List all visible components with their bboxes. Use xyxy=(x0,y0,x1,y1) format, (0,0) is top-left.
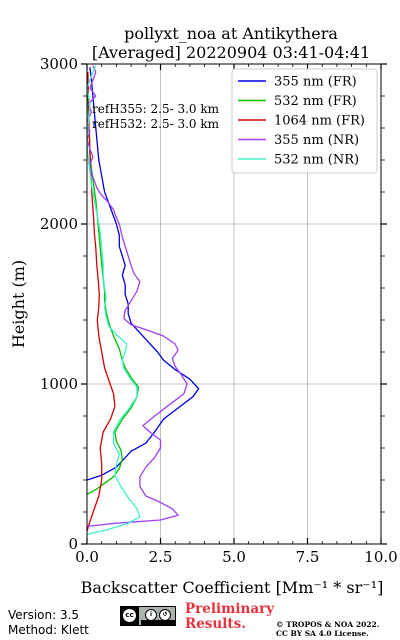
copyright-line1: © TROPOS & NOA 2022. xyxy=(276,620,380,629)
x-axis-label: Backscatter Coefficient [Mm⁻¹ * sr⁻¹] xyxy=(81,578,384,597)
series-line-532-nm-nr xyxy=(86,65,141,536)
x-tick-label: 2.5 xyxy=(149,548,173,566)
axis-ticks: 0.0 2.5 5.0 7.5 10.0 0 1000 2000 3000 xyxy=(40,55,398,566)
chart-title: pollyxt_noa at Antikythera xyxy=(124,24,338,43)
legend-label: 355 nm (FR) xyxy=(274,75,357,90)
series-line-532-nm-fr xyxy=(86,71,140,495)
legend: 355 nm (FR) 532 nm (FR) 1064 nm (FR) 355 nm… xyxy=(231,68,378,174)
x-tick-label: 5.0 xyxy=(222,548,246,566)
copyright-line2: CC BY SA 4.0 License. xyxy=(276,629,369,638)
legend-label: 355 nm (NR) xyxy=(274,133,359,148)
y-tick-label: 1000 xyxy=(40,375,78,393)
cc-label-bar xyxy=(141,620,175,625)
y-tick-label: 0 xyxy=(68,535,78,553)
plot-frame xyxy=(86,63,382,545)
series-line-355-nm-fr xyxy=(86,67,200,481)
series-lines xyxy=(86,65,200,536)
series-line-355-nm-nr xyxy=(86,65,188,528)
annotation-refh355: refH355: 2.5- 3.0 km xyxy=(92,102,220,116)
chart-subtitle: [Averaged] 20220904 03:41-04:41 xyxy=(92,43,370,62)
version-text: Version: 3.5 xyxy=(8,608,80,622)
y-axis-label: Height (m) xyxy=(9,260,28,348)
preliminary-line1: Preliminary xyxy=(185,601,275,617)
cc-icon: cc xyxy=(123,609,136,622)
preliminary-line2: Results. xyxy=(185,616,246,632)
x-tick-label: 7.5 xyxy=(296,548,320,566)
legend-box xyxy=(231,68,378,174)
x-tick-label: 10.0 xyxy=(364,548,397,566)
cc-license-badge: cc i ↺ xyxy=(120,606,176,626)
preliminary-results: Preliminary Results. xyxy=(185,602,274,632)
copyright-notice: © TROPOS & NOA 2022. CC BY SA 4.0 Licens… xyxy=(276,620,379,638)
x-tick-label: 0.0 xyxy=(75,548,99,566)
legend-label: 532 nm (NR) xyxy=(274,153,359,168)
legend-label: 532 nm (FR) xyxy=(274,94,357,109)
cc-logo-block: cc xyxy=(121,607,139,625)
legend-label: 1064 nm (FR) xyxy=(274,114,365,129)
series-line-1064-nm-fr xyxy=(86,71,116,532)
y-tick-label: 3000 xyxy=(40,55,78,73)
method-text: Method: Klett xyxy=(8,623,89,637)
y-tick-label: 2000 xyxy=(40,215,78,233)
annotation-refh532: refH532: 2.5- 3.0 km xyxy=(92,117,220,131)
